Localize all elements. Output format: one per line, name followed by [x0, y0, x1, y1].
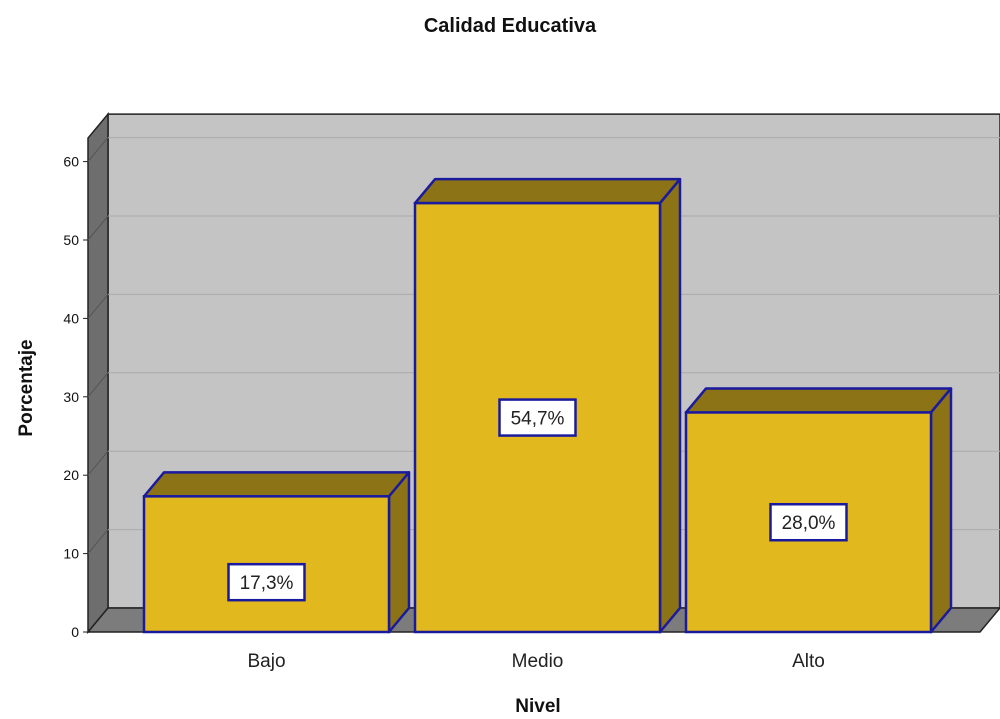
gridline-side: [87, 450, 109, 476]
data-label-box: [227, 562, 306, 602]
gridline-side: [87, 294, 109, 319]
y-tick-label: 20: [63, 467, 79, 483]
data-label-text: 17,3%: [240, 573, 294, 594]
chart-title: Calidad Educativa: [424, 15, 597, 37]
data-label: 17,3%: [227, 562, 306, 602]
bar: 54,7%: [413, 177, 682, 634]
bars: 17,3% 54,7% 28,0%: [142, 177, 953, 634]
data-label: 28,0%: [769, 502, 848, 542]
gridline-side: [87, 215, 109, 241]
y-tick-label: 0: [71, 624, 79, 640]
data-label-box: [498, 398, 577, 437]
side-wall: [87, 112, 109, 635]
bar-front: [413, 201, 662, 634]
data-label-text: 28,0%: [782, 513, 836, 534]
x-tick-label: Medio: [512, 651, 564, 672]
gridline-side: [87, 529, 109, 554]
x-tick-label: Alto: [792, 651, 825, 672]
y-tick-label: 50: [63, 232, 79, 248]
x-axis-title: Nivel: [515, 696, 560, 717]
bar-top: [142, 471, 411, 498]
y-tick-label: 30: [63, 389, 79, 405]
data-label: 54,7%: [498, 398, 577, 437]
y-tick-label: 40: [63, 310, 79, 326]
x-axis-labels: Bajo Medio Alto: [247, 651, 824, 672]
x-tick-label: Bajo: [247, 651, 285, 672]
bar-top: [684, 387, 953, 414]
y-tick-label: 60: [63, 154, 79, 170]
bar-top: [413, 177, 682, 205]
data-label-text: 54,7%: [511, 409, 565, 430]
gridline-side: [87, 137, 109, 162]
bar: 17,3%: [142, 471, 411, 634]
gridline-side: [87, 372, 109, 398]
bar-side: [929, 387, 953, 634]
y-axis-ticks: 0 10 20 30 40 50 60: [63, 154, 88, 640]
bar-side: [658, 177, 682, 634]
bar: 28,0%: [684, 387, 953, 634]
y-axis-title: Porcentaje: [16, 339, 37, 436]
data-label-box: [769, 502, 848, 542]
y-tick-label: 10: [63, 546, 79, 562]
bar-side: [387, 471, 411, 634]
